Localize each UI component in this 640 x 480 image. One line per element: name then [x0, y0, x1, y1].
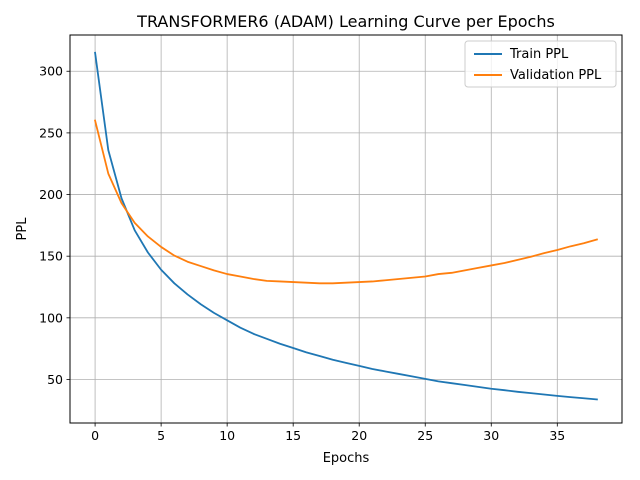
x-tick-label: 5: [157, 428, 165, 443]
y-tick-label: 150: [39, 249, 63, 264]
x-tick-label: 10: [219, 428, 235, 443]
x-axis-label: Epochs: [323, 451, 370, 466]
plot-frame: [69, 34, 623, 424]
y-tick-label: 300: [39, 64, 63, 79]
y-axis-label: PPL: [15, 217, 30, 241]
legend: Train PPL Validation PPL: [464, 40, 617, 88]
train-ppl-line: [94, 51, 598, 401]
plot-lines: [93, 51, 599, 401]
chart-title: TRANSFORMER6 (ADAM) Learning Curve per E…: [136, 12, 555, 31]
y-tick-label: 200: [39, 187, 63, 202]
axis-ticks: 0 5 10 15 20 25 30 35 50 100 150 200 250 300: [39, 64, 565, 443]
legend-train-label: Train PPL: [509, 47, 569, 62]
x-tick-label: 0: [91, 428, 99, 443]
x-tick-label: 20: [351, 428, 367, 443]
validation-ppl-line: [93, 119, 599, 285]
x-tick-label: 25: [417, 428, 433, 443]
y-tick-label: 100: [39, 310, 63, 325]
x-tick-label: 35: [549, 428, 565, 443]
y-tick-label: 250: [39, 125, 63, 140]
legend-validation-label: Validation PPL: [510, 68, 602, 83]
x-tick-label: 15: [285, 428, 301, 443]
y-tick-label: 50: [47, 372, 63, 387]
x-tick-label: 30: [483, 428, 499, 443]
legend-box: [464, 40, 617, 88]
